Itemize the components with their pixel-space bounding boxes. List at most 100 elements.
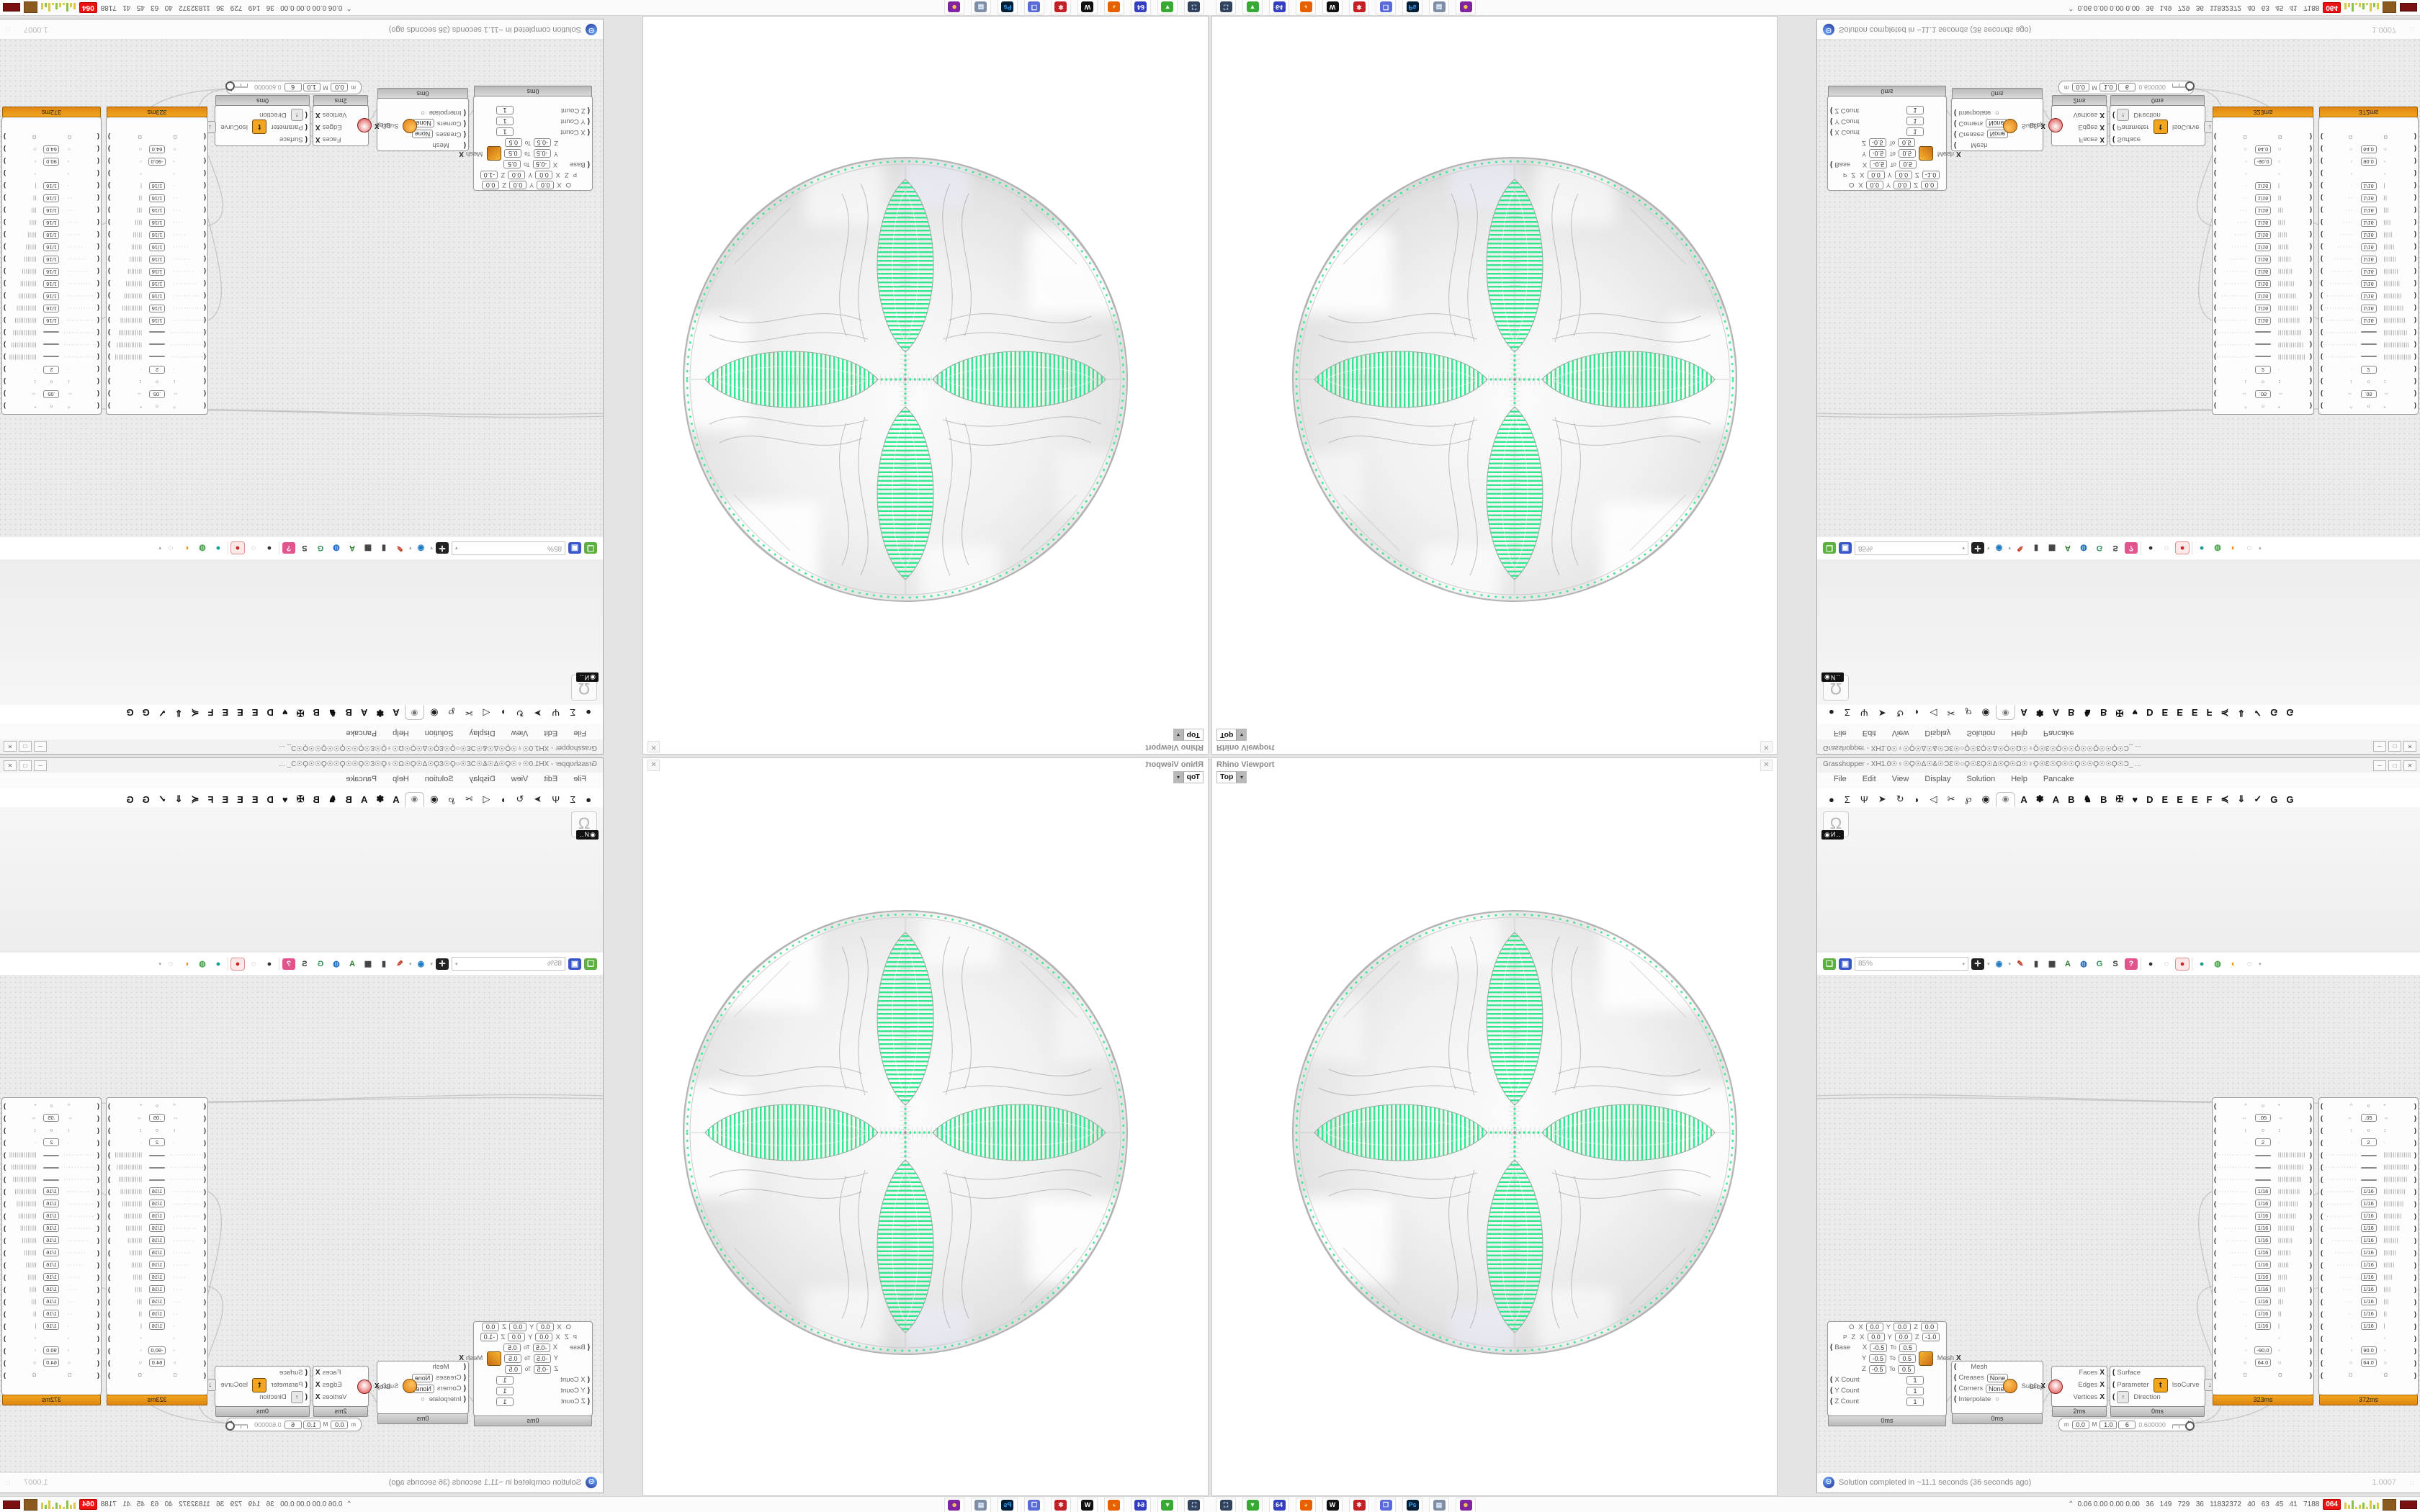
output-hook[interactable]: ) <box>108 1163 110 1171</box>
input-hook[interactable]: ( <box>204 1126 206 1134</box>
input-hook[interactable]: ( <box>97 145 99 153</box>
menu-item-pancake[interactable]: Pancake <box>346 775 377 783</box>
output-hook[interactable]: ) <box>108 182 110 190</box>
output-hook[interactable]: ) <box>4 207 6 215</box>
output-hook[interactable]: ) <box>108 1359 110 1367</box>
sketch-quill-icon[interactable]: ✎ <box>2014 542 2027 554</box>
zoom-extents-icon[interactable]: ✛ <box>1971 542 1984 554</box>
input-hook[interactable]: ( <box>2321 1200 2323 1207</box>
output-hook[interactable]: ) <box>4 133 6 141</box>
output-hook[interactable]: ) <box>4 145 6 153</box>
tab-icon-3[interactable]: ➤ <box>1878 708 1886 719</box>
tab-letter-13[interactable]: ≼ <box>2220 708 2229 719</box>
tab-letter-16[interactable]: G <box>142 707 150 718</box>
output-hook[interactable]: ) <box>108 1114 110 1122</box>
input-hook[interactable]: ( <box>2214 1126 2216 1134</box>
tab-letter-12[interactable]: F <box>207 707 214 718</box>
tab-letter-0[interactable]: A <box>393 707 400 718</box>
row-value[interactable]: 1/16 <box>2356 1261 2382 1269</box>
chevron-down-icon[interactable]: ▾ <box>1173 772 1184 783</box>
output-hook[interactable]: ) <box>2414 1297 2416 1305</box>
output-hook[interactable]: ) <box>2414 1114 2416 1122</box>
tab-letter-12[interactable]: F <box>207 794 214 805</box>
zoom-extents-icon[interactable]: ✛ <box>436 958 449 970</box>
red-app-launcher[interactable]: ✱ <box>1349 1498 1369 1512</box>
input-hook[interactable]: ( <box>97 1212 99 1220</box>
subd-sphere-render[interactable] <box>1281 145 1749 613</box>
menu-item-file[interactable]: File <box>1834 729 1847 737</box>
value-box[interactable]: -90.0 <box>2254 158 2272 166</box>
preview-eye-icon[interactable]: ◉ <box>414 542 428 554</box>
input-hook[interactable]: ( <box>204 1187 206 1195</box>
grasshopper-canvas[interactable]: O X 0.0 Y 0.0 Z 0.0 P Z X 0.0 Y 0.0 Z -1.0 (Ba… <box>1817 40 2420 537</box>
row-value[interactable]: 1/16 <box>2250 1212 2276 1220</box>
preview-shaded-icon[interactable]: ● <box>2175 541 2190 555</box>
output-hook[interactable]: ) <box>2310 1151 2312 1158</box>
input-hook[interactable]: ( <box>97 1359 99 1367</box>
output-hook[interactable]: ) <box>4 1334 6 1342</box>
input-hook[interactable]: ( <box>204 170 206 178</box>
tab-letter-4[interactable]: ♞ <box>2083 708 2092 719</box>
photoshop-launcher[interactable]: Ps <box>998 1498 1018 1512</box>
output-hook[interactable]: ) <box>108 1248 110 1256</box>
output-hook[interactable]: ) <box>108 170 110 178</box>
input-hook[interactable]: ( <box>97 1285 99 1293</box>
value-box[interactable]: 1/16 <box>2255 305 2271 312</box>
tab-letter-15[interactable]: ✓ <box>158 708 166 719</box>
input-hook[interactable]: ( <box>204 1297 206 1305</box>
save-file-icon[interactable]: ▣ <box>1839 542 1852 554</box>
row-value[interactable]: 1/16 <box>2250 1187 2276 1195</box>
row-value[interactable]: 1/16 <box>39 1261 65 1269</box>
input-hook[interactable]: ( <box>204 1322 206 1330</box>
output-hook[interactable]: ) <box>2310 1187 2312 1195</box>
firefox-launcher[interactable]: ◕ <box>1296 1498 1316 1512</box>
row-value[interactable]: 1/16 <box>2250 1273 2276 1281</box>
grasshopper-titlebar[interactable]: Grasshopper - XH1.0☉♀☉Ϙ☉Δ☉&☉ƆƐ☉○Ϙ☉ƐϘ☉Δ☉Ϙ… <box>1817 739 2420 754</box>
row-value[interactable]: 1/16 <box>2250 1261 2276 1269</box>
menu-item-file[interactable]: File <box>1834 775 1847 783</box>
input-hook[interactable]: ( <box>97 268 99 276</box>
value-box[interactable]: 1/16 <box>149 268 165 276</box>
row-value[interactable] <box>2250 342 2276 348</box>
row-value[interactable]: 1/16 <box>2356 1322 2382 1330</box>
value-box[interactable] <box>2360 1179 2377 1181</box>
tab-icon-3[interactable]: ➤ <box>534 793 542 804</box>
tab-letter-7[interactable]: ♥ <box>282 794 288 805</box>
preview-eye-icon[interactable]: ◉ <box>1992 958 2006 970</box>
preview-wire-icon[interactable]: ◌ <box>2160 958 2174 970</box>
input-hook[interactable]: ( <box>204 194 206 202</box>
value-box[interactable]: 1/16 <box>43 1310 60 1318</box>
tall-component-1[interactable]: (^○*)(⇔.05⇔)(↕○↕)(·2·)(···············||… <box>106 107 208 415</box>
value-box[interactable]: 1/16 <box>149 1310 165 1318</box>
output-hook[interactable]: ) <box>2414 292 2416 300</box>
input-hook[interactable]: ( <box>2321 1175 2323 1183</box>
input-hook[interactable]: ( <box>2321 1151 2323 1158</box>
row-value[interactable]: 1/16 <box>2356 317 2382 325</box>
value-box[interactable]: 1/16 <box>2360 219 2377 227</box>
tab-icon-7[interactable]: ✂ <box>1947 793 1955 804</box>
minimize-icon[interactable]: ─ <box>34 741 47 752</box>
tab-letter-16[interactable]: G <box>142 794 150 805</box>
row-value[interactable]: 1/16 <box>2356 1248 2382 1256</box>
disk-imager-launcher[interactable]: ▼ <box>1242 1498 1263 1512</box>
chevron-down-icon[interactable]: ▾ <box>1236 729 1247 740</box>
output-hook[interactable]: ) <box>108 256 110 264</box>
input-hook[interactable]: ( <box>97 1126 99 1134</box>
grasshopper-canvas[interactable]: O X 0.0 Y 0.0 Z 0.0 P Z X 0.0 Y 0.0 Z -1.0 (Ba… <box>0 975 603 1472</box>
output-hook[interactable]: ) <box>2310 1334 2312 1342</box>
input-hook[interactable]: ( <box>97 231 99 239</box>
tab-letter-17[interactable]: G <box>2286 707 2294 718</box>
output-hook[interactable]: ) <box>2414 243 2416 251</box>
menu-item-pancake[interactable]: Pancake <box>2043 729 2074 737</box>
row-value[interactable]: 1/16 <box>2356 207 2382 215</box>
output-hook[interactable]: ) <box>2414 317 2416 325</box>
output-hook[interactable]: ) <box>108 243 110 251</box>
output-hook[interactable]: ) <box>108 1297 110 1305</box>
deconstruct-brep-node[interactable]: Brep Faces X Edges X Vertices X 2ms <box>313 95 390 146</box>
input-hook[interactable]: ( <box>2321 1163 2323 1171</box>
input-hook[interactable]: ( <box>97 305 99 312</box>
tab-icon-0[interactable]: ● <box>586 707 591 718</box>
mesh-box-node[interactable]: O X 0.0 Y 0.0 Z 0.0 P Z X 0.0 Y 0.0 Z -1.0 (Ba… <box>459 86 593 191</box>
domain-slider-node[interactable]: m 0.0 M 1.0 6 0.600000 ) <box>225 81 362 94</box>
output-hook[interactable]: ) <box>4 390 6 398</box>
